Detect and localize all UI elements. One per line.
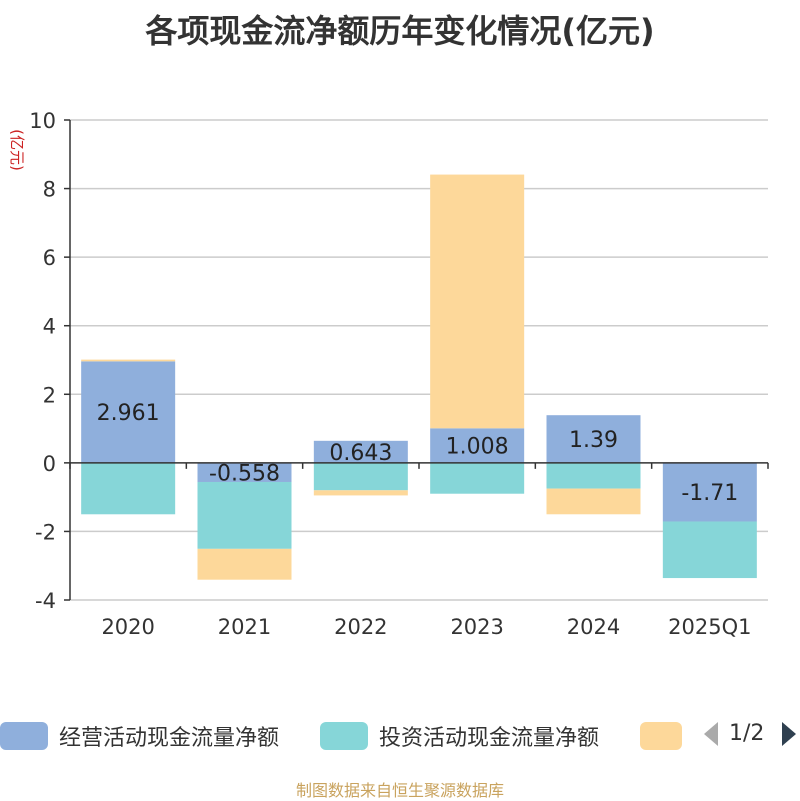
data-label: 1.39	[569, 428, 618, 453]
y-tick-label: -2	[35, 520, 56, 544]
legend-item-operating[interactable]: 经营活动现金流量净额	[0, 716, 279, 756]
chart-plot: -4 -2 0 2 4 6 8 10 2020 2021 2022 2023 2024 2025Q1 2.…	[8, 109, 769, 639]
bar-series1-2020	[81, 462, 176, 515]
bar-series0-2024	[546, 415, 641, 463]
bar-series0-2020	[81, 361, 176, 463]
bar-series2-2023	[430, 174, 525, 429]
x-tick-label: 2020	[101, 615, 154, 639]
bar-series1-2022	[313, 462, 408, 491]
data-label: 0.643	[329, 441, 392, 466]
bars	[81, 174, 757, 580]
legend-swatch-operating	[0, 722, 48, 750]
legend-item-financing[interactable]	[640, 716, 682, 756]
grid-lines	[70, 119, 768, 601]
y-axis-label: (亿元)	[8, 129, 26, 171]
bar-series2-2022	[313, 490, 408, 496]
bar-series0-2025Q1	[662, 462, 757, 522]
data-labels: 2.961 -0.558 0.643 1.008 1.39 -1.71	[97, 401, 739, 506]
legend-page-indicator: 1/2	[729, 721, 765, 746]
legend-label-investing: 投资活动现金流量净额	[379, 726, 600, 751]
x-tick-label: 2022	[334, 615, 387, 639]
y-tick-label: -4	[35, 589, 56, 613]
bar-series1-2023	[430, 462, 525, 494]
legend-swatch-investing	[320, 722, 368, 750]
data-label: 1.008	[446, 435, 509, 460]
y-tick-label: 8	[43, 178, 56, 202]
y-tick-label: 10	[29, 109, 56, 133]
data-label: -1.71	[681, 481, 738, 506]
x-tick-label: 2025Q1	[668, 615, 751, 639]
y-tick-label: 4	[43, 315, 56, 339]
data-label: -0.558	[209, 461, 280, 486]
bar-series1-2021	[197, 481, 292, 549]
x-tick-label: 2021	[218, 615, 271, 639]
legend-swatch-financing	[640, 722, 682, 750]
legend-label-operating: 经营活动现金流量净额	[59, 726, 280, 751]
bar-series0-2023	[430, 428, 525, 463]
x-tick-label: 2023	[450, 615, 503, 639]
bar-series1-2025Q1	[662, 521, 757, 579]
bar-series2-2024	[546, 488, 641, 515]
legend: 经营活动现金流量净额 投资活动现金流量净额	[0, 716, 800, 756]
legend-next-page-icon[interactable]	[778, 719, 800, 749]
data-label: 2.961	[97, 401, 160, 426]
legend-prev-page-icon[interactable]	[700, 719, 722, 749]
bar-series0-2022	[313, 440, 408, 463]
y-tick-label: 0	[43, 452, 56, 476]
bar-series2-2020	[81, 359, 176, 362]
axes: -4 -2 0 2 4 6 8 10 2020 2021 2022 2023 2024 2025Q1	[29, 109, 769, 639]
bar-series1-2024	[546, 462, 641, 489]
y-tick-label: 2	[43, 383, 56, 407]
bar-series2-2021	[197, 548, 292, 580]
bar-series0-2021	[197, 462, 292, 482]
legend-item-investing[interactable]: 投资活动现金流量净额	[320, 716, 599, 756]
x-tick-label: 2024	[567, 615, 620, 639]
chart-title: 各项现金流净额历年变化情况(亿元)	[145, 12, 655, 50]
y-tick-label: 6	[43, 246, 56, 270]
data-source-note: 制图数据来自恒生聚源数据库	[295, 781, 504, 800]
